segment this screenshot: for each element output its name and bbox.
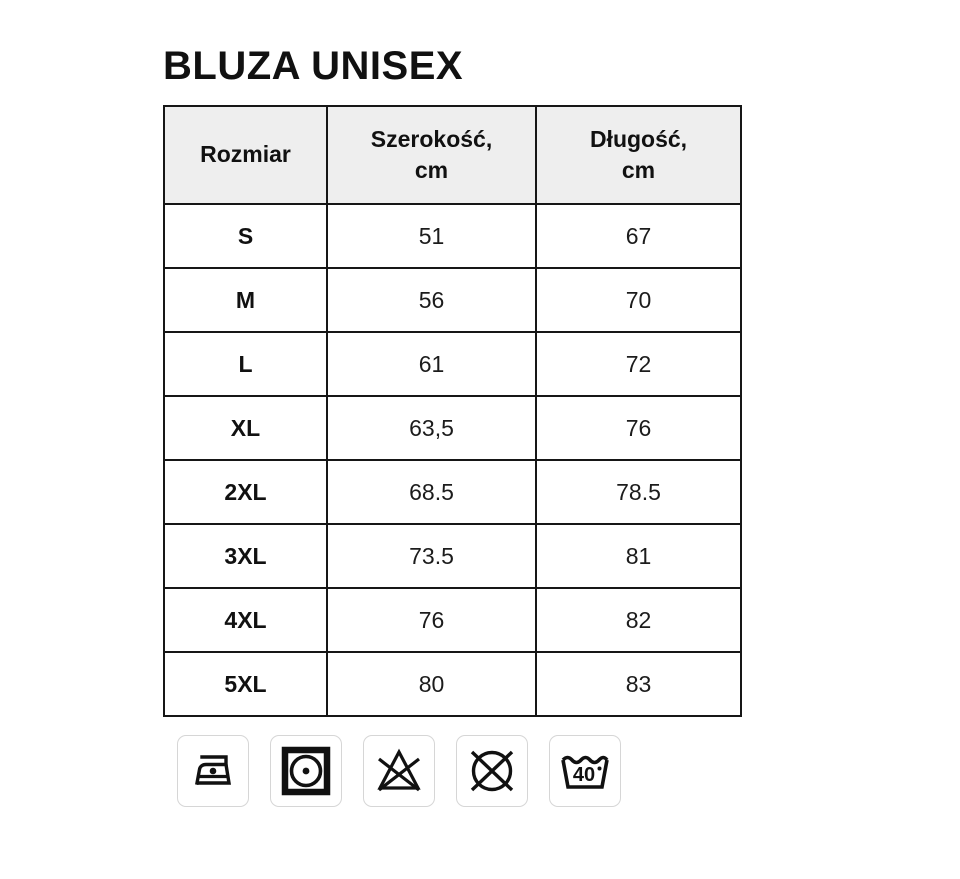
size-chart-page: BLUZA UNISEX Rozmiar Szerokość, cm Długo…	[163, 0, 803, 807]
table-row: XL 63,5 76	[163, 395, 742, 461]
cell-width: 80	[326, 651, 537, 717]
cell-width: 63,5	[326, 395, 537, 461]
cell-length: 67	[535, 203, 742, 269]
cell-length: 70	[535, 267, 742, 333]
table-row: 3XL 73.5 81	[163, 523, 742, 589]
table-row: 2XL 68.5 78.5	[163, 459, 742, 525]
size-table: Rozmiar Szerokość, cm Długość, cm S 51 6…	[163, 105, 742, 717]
cell-size: 3XL	[163, 523, 328, 589]
wash-temperature-label: 40	[573, 764, 595, 786]
cell-length: 83	[535, 651, 742, 717]
care-symbol-tumble-dry	[270, 735, 342, 807]
cell-length: 72	[535, 331, 742, 397]
cell-width: 76	[326, 587, 537, 653]
cell-size: XL	[163, 395, 328, 461]
cell-size: 2XL	[163, 459, 328, 525]
column-header-width-line2: cm	[414, 157, 449, 183]
care-symbol-iron	[177, 735, 249, 807]
column-header-size: Rozmiar	[163, 105, 328, 205]
table-header-row: Rozmiar Szerokość, cm Długość, cm	[163, 105, 742, 205]
cell-length: 78.5	[535, 459, 742, 525]
cell-size: M	[163, 267, 328, 333]
wash-40-icon: 40	[557, 743, 613, 799]
tumble-dry-one-dot-icon	[278, 743, 334, 799]
column-header-length: Długość, cm	[535, 105, 742, 205]
column-header-width: Szerokość, cm	[326, 105, 537, 205]
table-body: S 51 67 M 56 70 L 61 72 XL 63,5 76 2XL 6	[163, 203, 742, 717]
cell-length: 82	[535, 587, 742, 653]
iron-one-dot-icon	[185, 743, 241, 799]
cell-width: 51	[326, 203, 537, 269]
column-header-length-line2: cm	[621, 157, 656, 183]
table-row: L 61 72	[163, 331, 742, 397]
table-header: Rozmiar Szerokość, cm Długość, cm	[163, 105, 742, 205]
cell-width: 61	[326, 331, 537, 397]
care-symbol-wash-40: 40	[549, 735, 621, 807]
do-not-dry-clean-icon	[464, 743, 520, 799]
page-title: BLUZA UNISEX	[163, 44, 464, 88]
table-row: 4XL 76 82	[163, 587, 742, 653]
cell-width: 68.5	[326, 459, 537, 525]
cell-size: S	[163, 203, 328, 269]
cell-length: 81	[535, 523, 742, 589]
table-row: 5XL 80 83	[163, 651, 742, 717]
table-row: M 56 70	[163, 267, 742, 333]
do-not-bleach-icon	[371, 743, 427, 799]
care-symbol-do-not-dry-clean	[456, 735, 528, 807]
table-row: S 51 67	[163, 203, 742, 269]
cell-size: 4XL	[163, 587, 328, 653]
cell-width: 56	[326, 267, 537, 333]
cell-length: 76	[535, 395, 742, 461]
column-header-width-line1: Szerokość,	[370, 125, 493, 152]
care-symbol-do-not-bleach	[363, 735, 435, 807]
column-header-length-line1: Długość,	[589, 125, 688, 152]
cell-size: 5XL	[163, 651, 328, 717]
cell-width: 73.5	[326, 523, 537, 589]
cell-size: L	[163, 331, 328, 397]
care-symbols-row: 40	[163, 735, 803, 807]
